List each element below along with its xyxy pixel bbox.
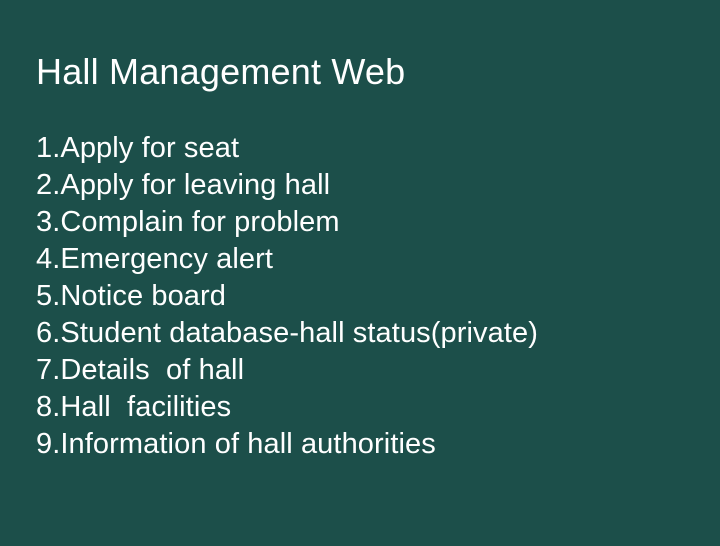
- list-item: 2.Apply for leaving hall: [36, 169, 331, 201]
- list-item: 9.Information of hall authorities: [36, 428, 436, 460]
- list-item: 8.Hall facilities: [36, 391, 232, 423]
- list-item: 7.Details of hall: [36, 354, 245, 386]
- list-item: 1.Apply for seat: [36, 132, 240, 164]
- list-item: 3.Complain for problem: [36, 206, 340, 238]
- list-item: 6.Student database-hall status(private): [36, 317, 539, 349]
- list-item: 5.Notice board: [36, 280, 227, 312]
- list-item: 4.Emergency alert: [36, 243, 274, 275]
- slide-title: Hall Management Web: [36, 51, 406, 92]
- feature-list: 1.Apply for seat 2.Apply for leaving hal…: [36, 130, 538, 463]
